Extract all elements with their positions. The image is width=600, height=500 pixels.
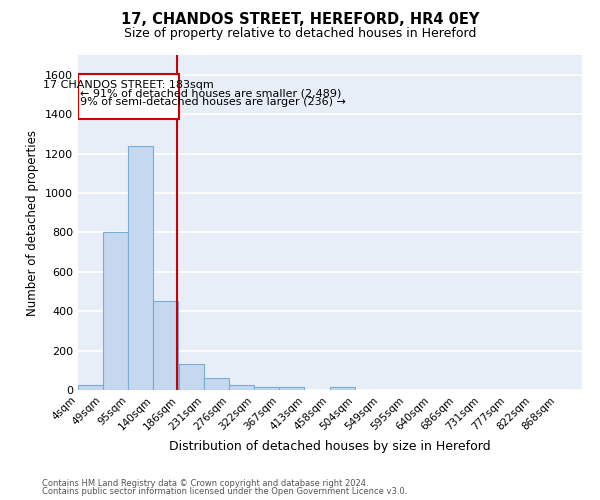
Bar xyxy=(279,387,304,390)
Text: 17 CHANDOS STREET: 183sqm: 17 CHANDOS STREET: 183sqm xyxy=(43,80,214,90)
Bar xyxy=(229,385,254,390)
Y-axis label: Number of detached properties: Number of detached properties xyxy=(26,130,40,316)
X-axis label: Distribution of detached houses by size in Hereford: Distribution of detached houses by size … xyxy=(169,440,491,453)
Text: 17, CHANDOS STREET, HEREFORD, HR4 0EY: 17, CHANDOS STREET, HEREFORD, HR4 0EY xyxy=(121,12,479,28)
Bar xyxy=(254,387,279,390)
Text: Contains public sector information licensed under the Open Government Licence v3: Contains public sector information licen… xyxy=(42,487,407,496)
Bar xyxy=(330,387,355,390)
Bar xyxy=(128,146,154,390)
Bar xyxy=(154,302,178,390)
Text: ← 91% of detached houses are smaller (2,489): ← 91% of detached houses are smaller (2,… xyxy=(80,88,341,99)
Bar xyxy=(179,364,204,390)
Bar xyxy=(103,232,128,390)
Text: Size of property relative to detached houses in Hereford: Size of property relative to detached ho… xyxy=(124,28,476,40)
Bar xyxy=(78,74,179,119)
Text: 9% of semi-detached houses are larger (236) →: 9% of semi-detached houses are larger (2… xyxy=(80,98,346,108)
Text: Contains HM Land Registry data © Crown copyright and database right 2024.: Contains HM Land Registry data © Crown c… xyxy=(42,478,368,488)
Bar xyxy=(78,385,103,390)
Bar xyxy=(204,378,229,390)
